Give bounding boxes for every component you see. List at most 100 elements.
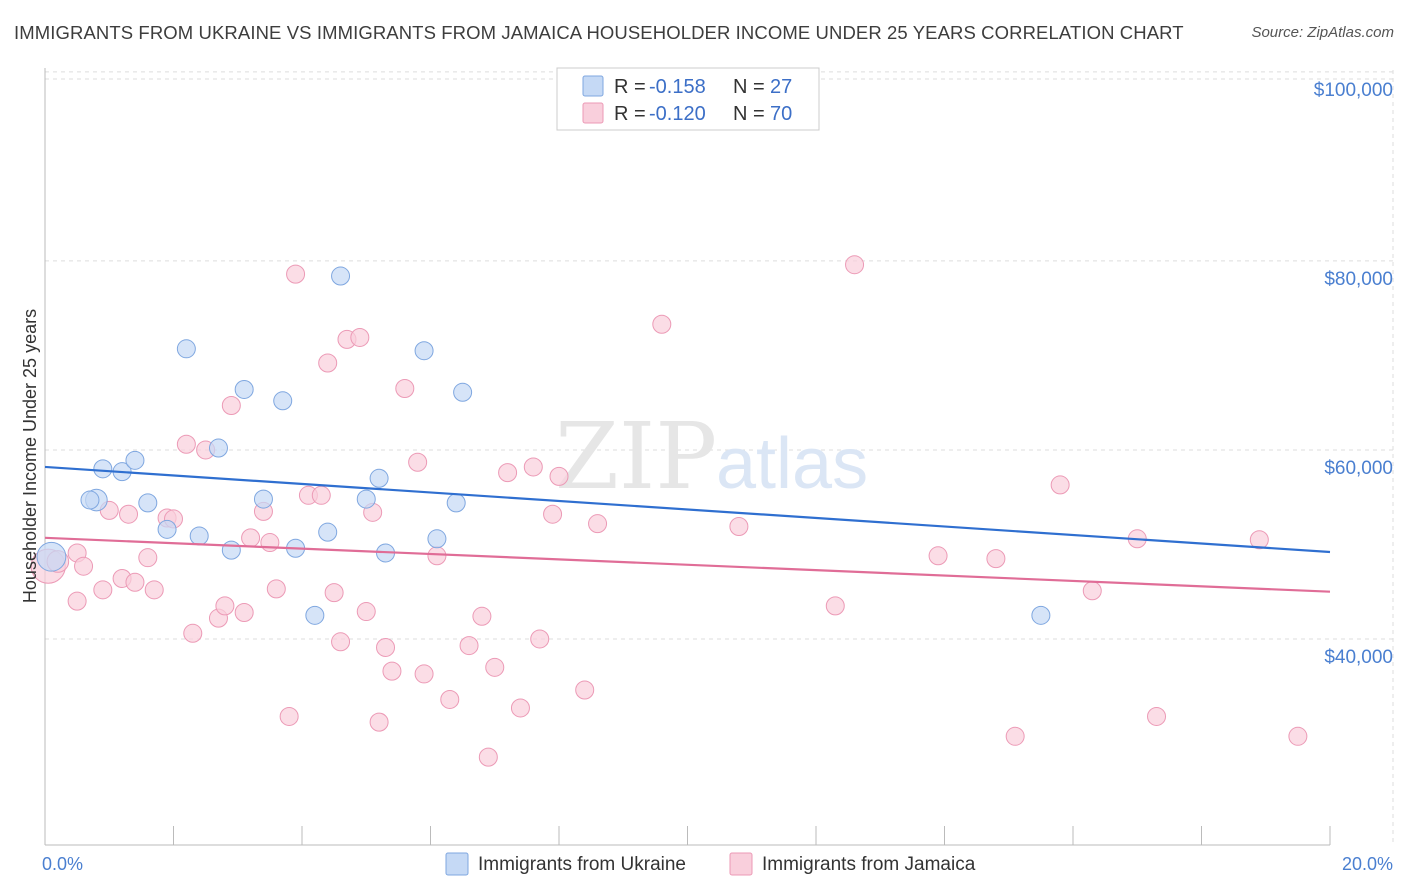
point-jamaica bbox=[652, 314, 672, 334]
bottom-legend-label-jamaica: Immigrants from Jamaica bbox=[762, 854, 976, 875]
bottom-legend-swatch-jamaica bbox=[729, 852, 753, 876]
point-jamaica bbox=[215, 596, 235, 616]
point-jamaica bbox=[1249, 530, 1269, 550]
legend-r-label-ukraine: R = bbox=[614, 76, 646, 98]
point-jamaica bbox=[729, 516, 749, 536]
point-jamaica bbox=[356, 602, 376, 622]
point-ukraine bbox=[414, 341, 434, 361]
point-ukraine bbox=[208, 438, 228, 458]
bottom-legend-label-ukraine: Immigrants from Ukraine bbox=[478, 854, 686, 875]
point-ukraine bbox=[356, 489, 376, 509]
point-ukraine bbox=[189, 526, 209, 546]
point-jamaica bbox=[125, 572, 145, 592]
point-ukraine bbox=[221, 540, 241, 560]
point-jamaica bbox=[549, 466, 569, 486]
point-ukraine bbox=[305, 605, 325, 625]
y-tick-label: $40,000 bbox=[1324, 647, 1393, 668]
point-ukraine bbox=[427, 529, 447, 549]
y-tick-label: $100,000 bbox=[1314, 80, 1393, 101]
point-jamaica bbox=[138, 548, 158, 568]
point-jamaica bbox=[986, 549, 1006, 569]
legend-n-label-jamaica: N = bbox=[733, 103, 765, 125]
point-jamaica bbox=[440, 689, 460, 709]
x-tick-min: 0.0% bbox=[42, 854, 83, 874]
point-jamaica bbox=[530, 629, 550, 649]
legend-r-label-jamaica: R = bbox=[614, 103, 646, 125]
point-jamaica bbox=[575, 680, 595, 700]
point-ukraine bbox=[331, 266, 351, 286]
point-jamaica bbox=[472, 606, 492, 626]
point-jamaica bbox=[1288, 726, 1308, 746]
watermark-zip: ZIP bbox=[555, 403, 717, 510]
point-jamaica bbox=[427, 546, 447, 566]
point-jamaica bbox=[459, 636, 479, 656]
point-jamaica bbox=[144, 580, 164, 600]
point-jamaica bbox=[478, 747, 498, 767]
point-ukraine bbox=[125, 450, 145, 470]
point-jamaica bbox=[395, 379, 415, 399]
point-jamaica bbox=[1005, 726, 1025, 746]
point-jamaica bbox=[1050, 475, 1070, 495]
point-jamaica bbox=[1082, 581, 1102, 601]
legend-r-value-ukraine: -0.158 bbox=[649, 76, 706, 98]
point-jamaica bbox=[266, 579, 286, 599]
point-jamaica bbox=[845, 255, 865, 275]
point-jamaica bbox=[510, 698, 530, 718]
point-jamaica bbox=[369, 712, 389, 732]
point-jamaica bbox=[311, 485, 331, 505]
y-tick-labels: $100,000 $80,000 $60,000 $40,000 bbox=[1314, 80, 1393, 668]
point-jamaica bbox=[376, 637, 396, 657]
point-ukraine bbox=[176, 339, 196, 359]
legend-r-value-jamaica: -0.120 bbox=[649, 103, 706, 125]
point-jamaica bbox=[382, 661, 402, 681]
point-jamaica bbox=[318, 353, 338, 373]
series-jamaica-points bbox=[30, 255, 1308, 767]
point-jamaica bbox=[498, 463, 518, 483]
point-jamaica bbox=[279, 706, 299, 726]
point-jamaica bbox=[350, 327, 370, 347]
point-jamaica bbox=[825, 596, 845, 616]
point-jamaica bbox=[543, 504, 563, 524]
series-ukraine-points bbox=[36, 266, 1051, 625]
series-legend: Immigrants from Ukraine Immigrants from … bbox=[445, 852, 976, 876]
point-ukraine bbox=[318, 522, 338, 542]
point-jamaica bbox=[119, 504, 139, 524]
source-label: Source: ZipAtlas.com bbox=[1251, 24, 1394, 41]
point-jamaica bbox=[183, 623, 203, 643]
point-ukraine bbox=[446, 493, 466, 513]
axes bbox=[44, 68, 1331, 846]
point-jamaica bbox=[176, 434, 196, 454]
correlation-legend: R = -0.158 N = 27 R = -0.120 N = 70 bbox=[556, 67, 820, 131]
point-ukraine bbox=[369, 468, 389, 488]
point-jamaica bbox=[928, 546, 948, 566]
x-tick-max: 20.0% bbox=[1342, 854, 1393, 874]
chart-title: IMMIGRANTS FROM UKRAINE VS IMMIGRANTS FR… bbox=[14, 22, 1184, 43]
legend-swatch-ukraine bbox=[582, 75, 604, 97]
y-axis-label: Householder Income Under 25 years bbox=[20, 309, 40, 603]
point-jamaica bbox=[331, 632, 351, 652]
point-jamaica bbox=[234, 603, 254, 622]
point-jamaica bbox=[241, 528, 261, 548]
legend-n-label-ukraine: N = bbox=[733, 76, 765, 98]
point-jamaica bbox=[260, 533, 280, 553]
point-jamaica bbox=[414, 664, 434, 684]
point-jamaica bbox=[324, 583, 344, 603]
point-ukraine bbox=[253, 489, 273, 509]
point-jamaica bbox=[93, 580, 113, 600]
watermark-atlas: atlas bbox=[716, 424, 868, 504]
point-jamaica bbox=[74, 556, 94, 576]
point-ukraine bbox=[234, 379, 254, 399]
trend-line-jamaica bbox=[44, 536, 1331, 593]
legend-n-value-ukraine: 27 bbox=[770, 76, 792, 98]
point-jamaica bbox=[523, 457, 543, 477]
trend-line-ukraine bbox=[44, 465, 1331, 554]
point-ukraine bbox=[93, 459, 113, 479]
y-tick-label: $80,000 bbox=[1324, 269, 1393, 290]
point-jamaica bbox=[485, 657, 505, 677]
point-ukraine bbox=[157, 519, 177, 539]
point-ukraine bbox=[138, 493, 158, 513]
trend-lines bbox=[44, 465, 1331, 593]
legend-n-value-jamaica: 70 bbox=[770, 103, 792, 125]
point-ukraine bbox=[453, 382, 473, 402]
point-ukraine bbox=[273, 391, 293, 411]
